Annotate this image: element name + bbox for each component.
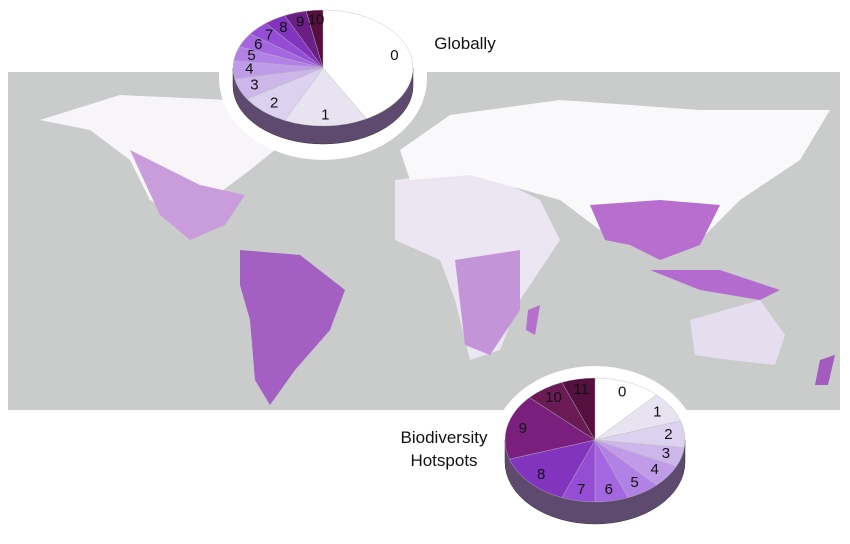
slice-label: 9 [519, 420, 527, 437]
slice-label: 1 [653, 404, 661, 421]
slice-label: 4 [245, 60, 253, 77]
pie-slice [504, 397, 596, 460]
slice-label: 4 [651, 461, 659, 478]
pie-slice [594, 377, 657, 441]
slice-label: 7 [577, 481, 585, 498]
slice-label: 3 [250, 76, 258, 93]
slice-label: 5 [247, 47, 255, 64]
slice-label: 3 [662, 445, 670, 462]
slice-label: 0 [390, 47, 398, 64]
slice-label: 9 [296, 14, 304, 31]
slice-label: 8 [279, 19, 287, 36]
slice-label: 5 [630, 474, 638, 491]
pie-title: Biodiversity Hotspots [400, 428, 488, 470]
slice-label: 7 [265, 26, 273, 43]
slice-label: 10 [308, 12, 325, 29]
slice-label: 10 [545, 389, 562, 406]
pie-slice [322, 9, 414, 120]
pie-slice [284, 67, 367, 127]
slice-label: 0 [618, 384, 626, 401]
slice-label: 11 [573, 381, 589, 398]
slice-label: 2 [270, 95, 278, 112]
pie-title: Globally [434, 34, 496, 53]
slice-label: 6 [254, 36, 262, 53]
slice-label: 6 [605, 481, 613, 498]
slice-label: 2 [664, 426, 672, 443]
slice-label: 1 [321, 107, 329, 124]
continents [40, 95, 835, 405]
slice-label: 8 [537, 466, 545, 483]
pie-slice [561, 377, 596, 441]
pie-slice [305, 9, 324, 69]
